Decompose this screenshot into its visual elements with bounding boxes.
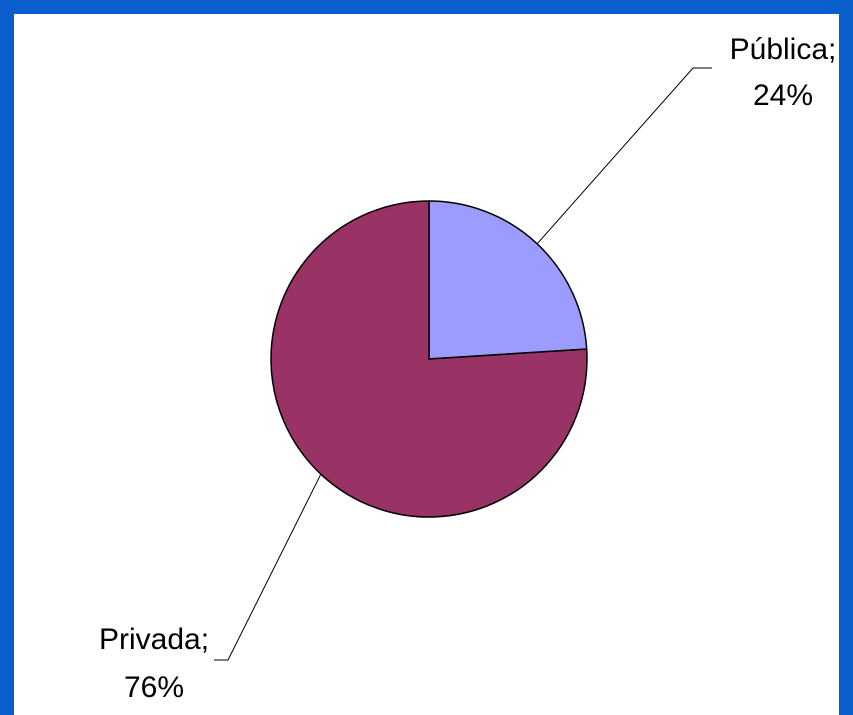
label-privada-category: Privada;	[99, 623, 209, 656]
slice-publica	[428, 200, 588, 360]
slice-privada	[270, 200, 588, 518]
pie-slices	[270, 200, 588, 518]
leader-line-publica	[536, 67, 712, 245]
label-publica-percent: 24%	[753, 79, 813, 112]
label-privada-percent: 76%	[124, 671, 184, 704]
leader-line-privada	[214, 473, 322, 661]
label-publica-category: Pública;	[730, 33, 837, 66]
leader-lines	[214, 67, 712, 661]
